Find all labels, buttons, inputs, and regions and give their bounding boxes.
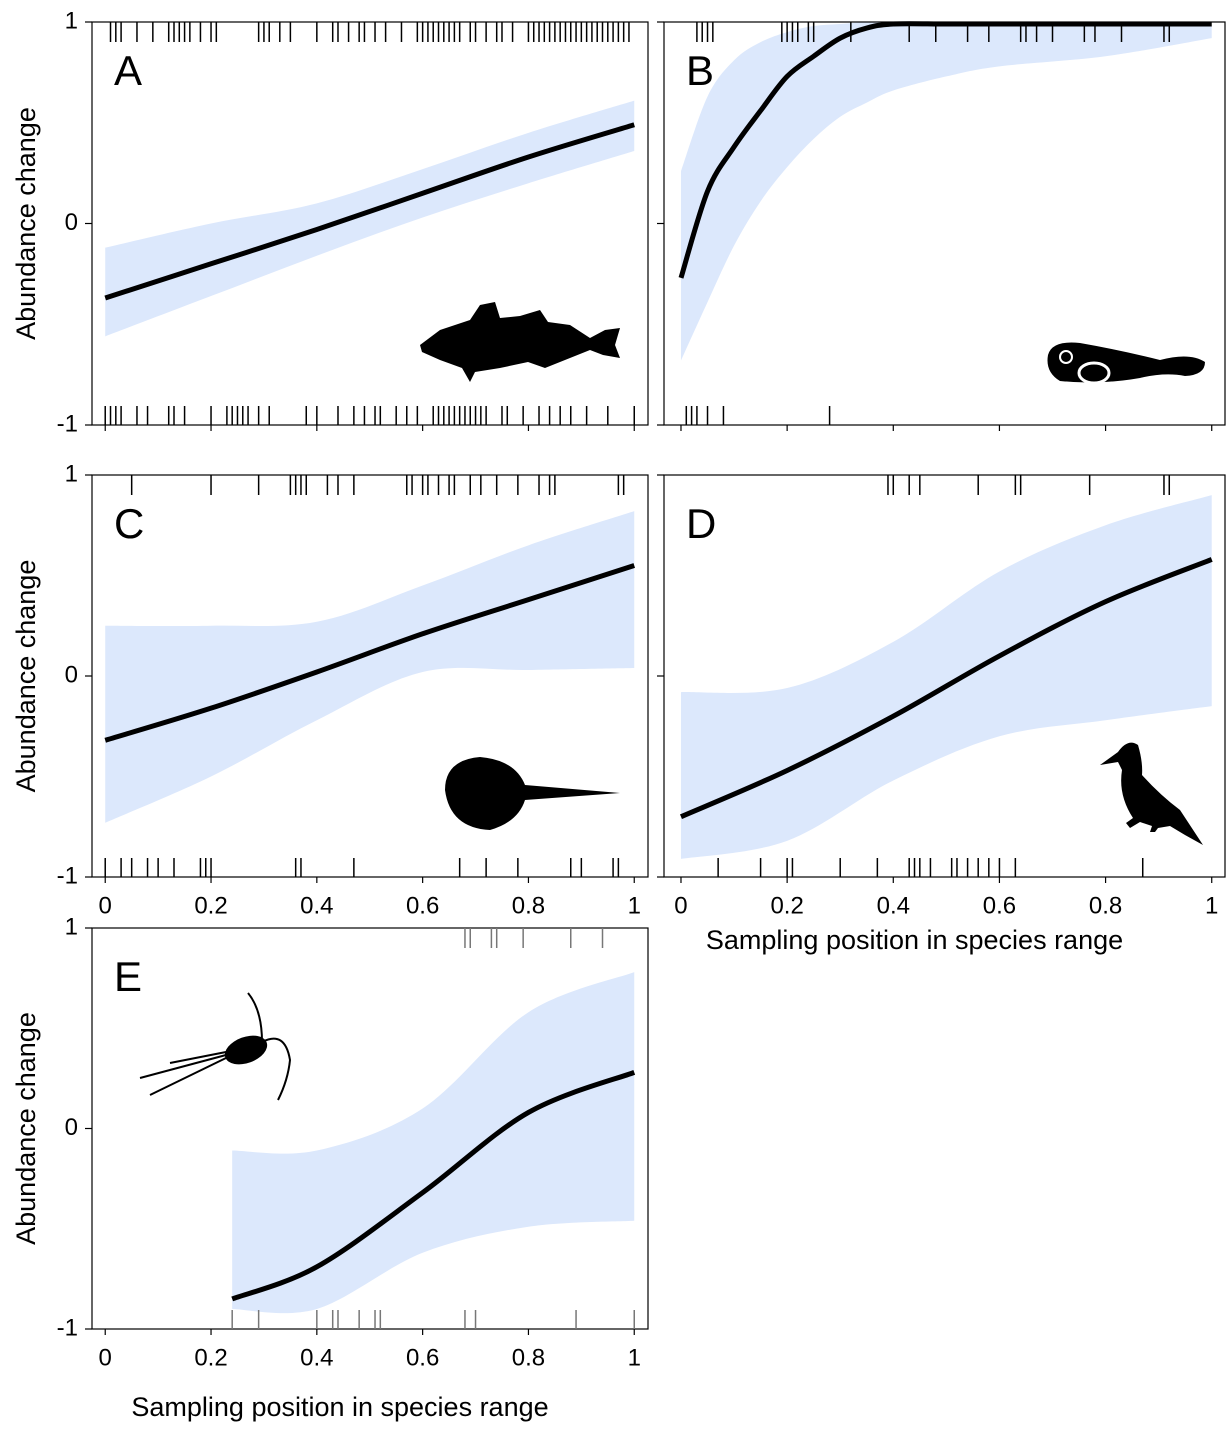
panel-label: D xyxy=(686,500,716,547)
horseshoe-crab-silhouette xyxy=(445,757,620,830)
panel-label: B xyxy=(686,47,714,94)
y-tick-label: -1 xyxy=(57,410,78,437)
x-tick-label: 0.2 xyxy=(194,1344,227,1371)
fit-line xyxy=(231,1070,636,1302)
x-tick-label: 1 xyxy=(1205,892,1218,919)
x-tick-label: 0.4 xyxy=(877,892,910,919)
copepod-appendages xyxy=(139,992,292,1101)
x-tick-label: 0 xyxy=(99,892,112,919)
x-tick-label: 0.4 xyxy=(300,892,333,919)
confidence-band xyxy=(105,100,635,337)
x-tick-label: 0.8 xyxy=(512,892,545,919)
x-tick-label: 0.2 xyxy=(194,892,227,919)
fit-line xyxy=(678,21,1212,279)
x-tick-label: 0.6 xyxy=(406,892,439,919)
x-tick-label: 0.4 xyxy=(300,1344,333,1371)
fit-line xyxy=(104,563,636,743)
lumpsucker-eye xyxy=(1059,350,1073,364)
x-tick-label: 0.6 xyxy=(983,892,1016,919)
x-tick-label: 0 xyxy=(674,892,687,919)
y-axis-label: Abundance change xyxy=(11,1012,41,1245)
y-tick-label: 1 xyxy=(65,913,78,940)
x-axis-label: Sampling position in species range xyxy=(131,1392,548,1422)
y-axis-label: Abundance change xyxy=(11,107,41,340)
y-tick-label: -1 xyxy=(57,862,78,889)
lumpsucker-disc xyxy=(1077,361,1111,385)
lumpsucker-silhouette xyxy=(1047,342,1205,383)
copepod-body xyxy=(224,1035,268,1065)
x-tick-label: 0.6 xyxy=(406,1344,439,1371)
cod-silhouette xyxy=(420,302,620,382)
x-tick-label: 1 xyxy=(628,892,641,919)
y-tick-label: -1 xyxy=(57,1314,78,1341)
silhouettes xyxy=(139,302,1205,1101)
panel-label: A xyxy=(114,47,142,94)
confidence-band xyxy=(232,972,635,1314)
confidence-band xyxy=(680,495,1212,859)
x-tick-label: 0.8 xyxy=(512,1344,545,1371)
x-axis-label: Sampling position in species range xyxy=(706,925,1123,955)
fit-line xyxy=(679,557,1213,819)
y-axis-label: Abundance change xyxy=(11,560,41,793)
fit-line xyxy=(104,122,635,301)
y-tick-label: 0 xyxy=(65,661,78,688)
gannet-silhouette xyxy=(1100,742,1203,845)
y-tick-label: 0 xyxy=(65,1114,78,1141)
confidence-band xyxy=(680,21,1212,361)
x-tick-label: 0 xyxy=(99,1344,112,1371)
panel-label: C xyxy=(114,500,144,547)
y-tick-label: 0 xyxy=(65,209,78,236)
x-tick-label: 0.8 xyxy=(1089,892,1122,919)
panel-label: E xyxy=(114,953,142,1000)
x-tick-label: 1 xyxy=(628,1344,641,1371)
y-tick-label: 1 xyxy=(65,460,78,487)
y-tick-label: 1 xyxy=(65,7,78,34)
x-tick-label: 0.2 xyxy=(770,892,803,919)
confidence-band xyxy=(105,511,635,823)
